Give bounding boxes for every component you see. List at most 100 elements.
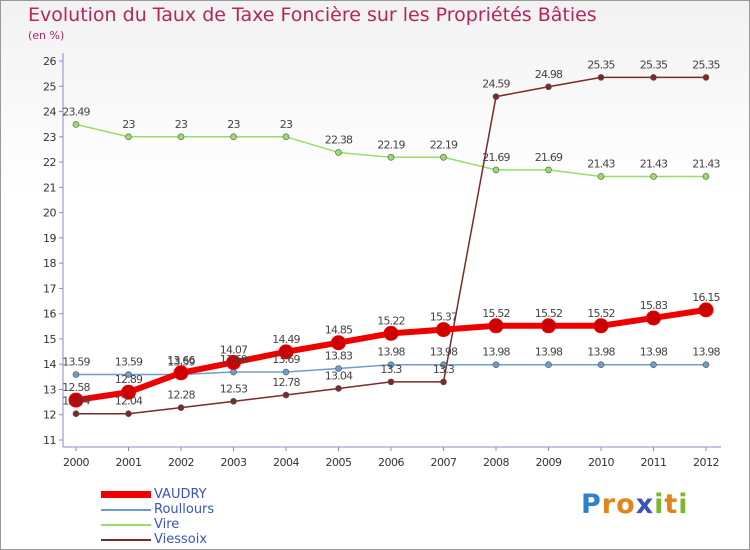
- data-label-vaudry: 14.07: [220, 343, 248, 356]
- data-point-vaudry: [383, 325, 399, 341]
- data-label-vaudry: 15.52: [482, 307, 510, 320]
- data-point-viessoix: [387, 378, 395, 386]
- data-point-vire: [282, 133, 290, 141]
- data-label-vaudry: 15.52: [535, 307, 563, 320]
- data-point-vaudry: [331, 335, 346, 351]
- data-point-vaudry: [436, 322, 451, 338]
- data-point-vaudry: [646, 310, 661, 326]
- y-tick-label: 13: [43, 383, 56, 396]
- legend-item-vaudry[interactable]: VAUDRY: [101, 487, 281, 502]
- y-tick-label: 26: [43, 55, 56, 68]
- data-label-vire: 22.19: [430, 138, 458, 151]
- data-point-vaudry: [121, 384, 136, 400]
- data-point-roullours: [125, 371, 132, 378]
- data-point-roullours: [440, 361, 447, 369]
- proxiti-logo[interactable]: Proxiti: [581, 489, 689, 520]
- data-point-vaudry: [541, 318, 556, 334]
- legend-item-vire[interactable]: Vire: [101, 517, 281, 532]
- data-label-vire: 21.69: [535, 151, 563, 164]
- y-tick-label: 17: [43, 282, 56, 295]
- data-point-viessoix: [650, 74, 657, 81]
- y-tick-label: 21: [43, 181, 56, 194]
- data-point-vire: [230, 133, 237, 141]
- data-label-viessoix: 13.3: [380, 363, 402, 376]
- data-point-vire: [492, 166, 500, 174]
- y-tick-label: 19: [43, 232, 56, 245]
- data-point-roullours: [387, 361, 395, 369]
- logo-letter: i: [654, 489, 665, 520]
- data-point-vaudry: [226, 354, 241, 370]
- data-label-roullours: 13.98: [535, 346, 563, 359]
- data-label-vire: 21.43: [587, 157, 615, 170]
- data-label-vire: 23: [280, 118, 293, 131]
- data-label-roullours: 13.69: [220, 353, 248, 366]
- data-label-viessoix: 13.3: [433, 363, 455, 376]
- data-label-roullours: 13.98: [587, 346, 615, 359]
- legend-item-viessoix[interactable]: Viessoix: [101, 532, 281, 547]
- data-point-vaudry: [488, 318, 504, 334]
- data-label-vire: 22.38: [325, 133, 353, 146]
- data-label-vaudry: 14.85: [325, 324, 353, 337]
- data-label-roullours: 13.59: [115, 356, 143, 369]
- y-tick-label: 15: [43, 333, 56, 346]
- data-point-roullours: [702, 361, 710, 369]
- x-tick-label: 2003: [221, 456, 247, 469]
- y-tick-label: 22: [43, 156, 56, 169]
- data-label-viessoix: 12.04: [62, 395, 90, 408]
- data-label-roullours: 13.98: [640, 346, 668, 359]
- data-label-vaudry: 16.15: [692, 291, 720, 304]
- x-tick-label: 2006: [378, 456, 404, 469]
- data-point-viessoix: [545, 83, 552, 91]
- legend-label-roullours: Roullours: [154, 502, 215, 517]
- y-tick-label: 23: [43, 131, 56, 144]
- x-tick-label: 2010: [588, 456, 614, 469]
- data-label-roullours: 13.59: [62, 356, 90, 369]
- data-point-viessoix: [282, 391, 290, 399]
- legend-swatch-roullours: [101, 509, 151, 511]
- x-tick-label: 2002: [168, 456, 194, 469]
- chart-title: Evolution du Taux de Taxe Foncière sur l…: [28, 4, 597, 26]
- legend: VAUDRY Roullours Vire Viessoix: [101, 487, 281, 547]
- legend-swatch-vire: [101, 524, 151, 526]
- y-tick-label: 24: [43, 106, 56, 119]
- data-label-vaudry: 15.37: [430, 311, 458, 324]
- data-label-viessoix: 25.35: [692, 58, 720, 71]
- data-label-vire: 23: [227, 118, 240, 131]
- x-tick-label: 2012: [693, 456, 719, 469]
- y-tick-label: 14: [43, 358, 56, 371]
- data-label-vaudry: 13.66: [167, 354, 195, 367]
- legend-swatch-vaudry: [101, 491, 151, 498]
- data-point-roullours: [282, 368, 290, 376]
- data-point-vaudry: [593, 318, 609, 334]
- data-point-viessoix: [702, 74, 710, 81]
- data-label-vire: 22.19: [377, 138, 405, 151]
- unit-label: (en %): [28, 29, 65, 42]
- logo-letter: x: [635, 489, 655, 520]
- legend-label-vire: Vire: [154, 517, 180, 532]
- data-point-viessoix: [440, 378, 447, 386]
- y-tick-label: 11: [43, 434, 56, 447]
- y-tick-label: 25: [43, 80, 56, 93]
- logo-letter: i: [678, 489, 689, 520]
- data-label-vire: 21.69: [482, 151, 510, 164]
- data-label-roullours: 13.98: [430, 346, 458, 359]
- logo-letter: r: [601, 489, 617, 520]
- x-tick-label: 2009: [536, 456, 562, 469]
- legend-label-vaudry: VAUDRY: [154, 487, 207, 502]
- data-label-roullours: 13.59: [167, 356, 195, 369]
- data-point-viessoix: [492, 93, 500, 100]
- data-label-viessoix: 24.98: [535, 68, 563, 81]
- data-point-roullours: [545, 361, 552, 369]
- logo-letter: o: [616, 489, 636, 520]
- data-point-vire: [545, 166, 552, 174]
- data-point-vire: [440, 153, 447, 161]
- data-label-vaudry: 14.49: [272, 333, 300, 346]
- legend-item-roullours[interactable]: Roullours: [101, 502, 281, 517]
- data-point-vire: [650, 173, 657, 180]
- x-tick-label: 2000: [63, 456, 89, 469]
- data-point-roullours: [492, 361, 500, 369]
- x-tick-label: 2007: [431, 456, 457, 469]
- data-label-roullours: 13.98: [377, 346, 405, 359]
- legend-label-viessoix: Viessoix: [154, 532, 208, 547]
